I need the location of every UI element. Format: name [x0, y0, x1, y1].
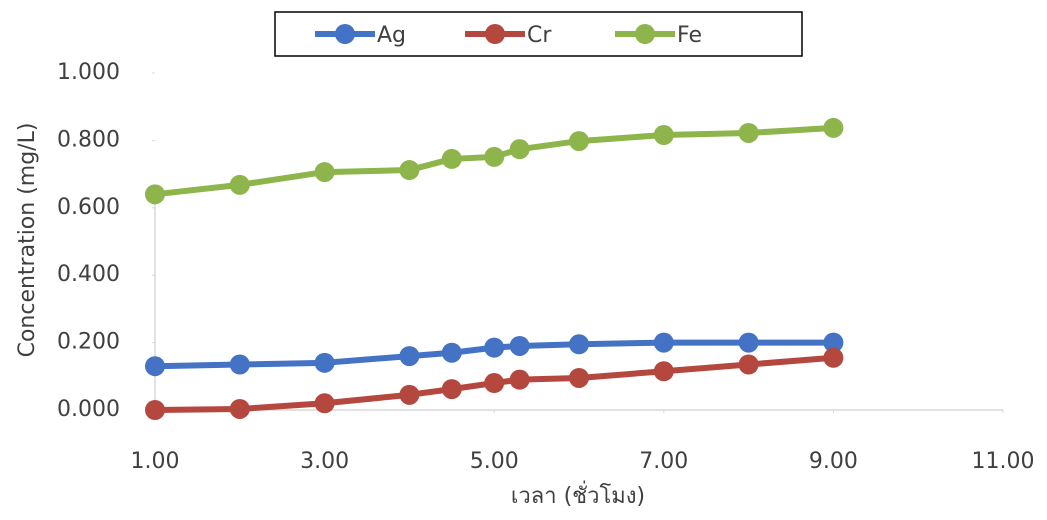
y-tick-label: 1.000: [57, 60, 120, 85]
y-tick-label: 0.200: [57, 330, 120, 355]
x-tick-label: 1.00: [131, 449, 180, 474]
data-point: [145, 400, 165, 420]
data-point: [569, 368, 589, 388]
y-tick-label: 0.400: [57, 262, 120, 287]
data-point: [654, 333, 674, 353]
x-tick-label: 3.00: [300, 449, 349, 474]
legend-label: Cr: [527, 23, 552, 48]
data-point: [399, 385, 419, 405]
data-point: [315, 393, 335, 413]
data-point: [315, 353, 335, 373]
chart: เวลา (ชั่วโมง) Concentration (mg/L) 0.00…: [0, 0, 1047, 520]
y-tick-label: 0.800: [57, 127, 120, 152]
data-point: [230, 355, 250, 375]
legend-label: Fe: [677, 23, 702, 48]
x-axis-title: เวลา (ชั่วโมง): [511, 480, 645, 509]
data-point: [315, 162, 335, 182]
data-point: [739, 333, 759, 353]
y-tick-label: 0.600: [57, 195, 120, 220]
data-point: [823, 118, 843, 138]
data-point: [442, 343, 462, 363]
data-point: [442, 149, 462, 169]
data-point: [569, 334, 589, 354]
data-point: [484, 147, 504, 167]
data-point: [739, 355, 759, 375]
data-point: [484, 373, 504, 393]
data-point: [654, 125, 674, 145]
legend-marker: [635, 24, 655, 44]
x-tick-label: 11.00: [972, 449, 1035, 474]
data-point: [739, 123, 759, 143]
data-point: [145, 356, 165, 376]
data-point: [510, 336, 530, 356]
y-axis-title: Concentration (mg/L): [15, 123, 40, 358]
data-point: [145, 184, 165, 204]
x-tick-label: 9.00: [809, 449, 858, 474]
legend-label: Ag: [377, 23, 406, 48]
data-point: [510, 370, 530, 390]
data-point: [569, 131, 589, 151]
data-point: [399, 346, 419, 366]
data-point: [823, 348, 843, 368]
data-point: [654, 361, 674, 381]
data-point: [442, 379, 462, 399]
legend-marker: [335, 24, 355, 44]
x-tick-label: 5.00: [470, 449, 519, 474]
legend-marker: [485, 24, 505, 44]
data-point: [230, 399, 250, 419]
y-tick-label: 0.000: [57, 397, 120, 422]
data-point: [510, 139, 530, 159]
data-point: [230, 175, 250, 195]
data-point: [399, 160, 419, 180]
x-tick-label: 7.00: [639, 449, 688, 474]
data-point: [484, 338, 504, 358]
